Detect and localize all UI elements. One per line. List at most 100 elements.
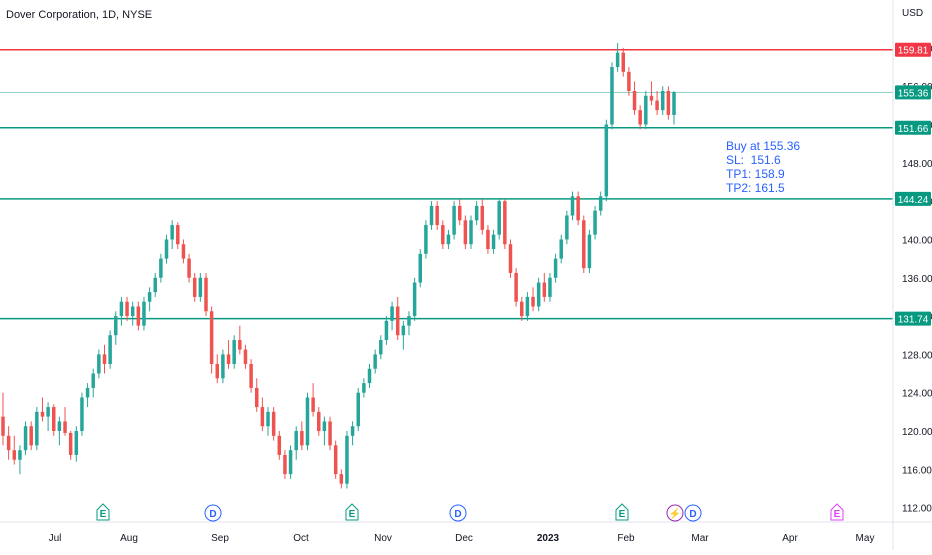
candle-body	[531, 296, 535, 307]
candle-body	[209, 311, 214, 364]
event-glyph: D	[454, 509, 461, 520]
candle-body	[649, 95, 654, 101]
candle-body	[480, 205, 485, 230]
candle-body	[615, 52, 620, 68]
lightning-icon	[666, 504, 684, 522]
candle-body	[254, 387, 259, 408]
candle-body	[429, 205, 434, 226]
candle-body	[644, 95, 648, 125]
event-glyph: D	[689, 509, 696, 520]
candle-body	[35, 411, 39, 446]
candle-body	[80, 397, 84, 432]
candle-body	[23, 426, 28, 451]
candle-body	[322, 421, 327, 432]
candle-body	[548, 277, 552, 297]
x-tick-label: May	[856, 533, 875, 544]
earnings-marker[interactable]: E	[96, 503, 110, 521]
candle-body	[29, 426, 33, 446]
dividend-icon	[449, 504, 467, 522]
candle-body	[328, 421, 332, 446]
candle-body	[6, 435, 11, 451]
candle-body	[68, 432, 73, 455]
candle-body	[74, 431, 79, 455]
dividend-marker[interactable]: D	[449, 504, 467, 522]
candle-body	[660, 90, 665, 111]
candle-body	[181, 244, 186, 259]
candle-body	[147, 292, 152, 302]
candle-body	[452, 205, 456, 235]
candle-body	[536, 282, 541, 307]
candle-body	[311, 397, 315, 412]
candle-body	[339, 474, 344, 484]
candle-body	[153, 277, 157, 293]
note-line: TP1: 158.9	[726, 167, 785, 181]
candle-body	[508, 244, 513, 273]
dividend-marker[interactable]: D	[204, 504, 222, 522]
candle-body	[441, 225, 445, 245]
candle-body	[176, 225, 180, 245]
candle-body	[12, 450, 17, 460]
note-line: Buy at 155.36	[726, 139, 801, 153]
candle-body	[407, 316, 411, 326]
candle-body	[401, 325, 406, 336]
candle-body	[435, 205, 439, 226]
candle-body	[119, 301, 124, 317]
candle-body	[46, 407, 50, 417]
dividend-marker[interactable]: D	[684, 504, 702, 522]
trade-note[interactable]: Buy at 155.36 SL: 151.6 TP1: 158.9 TP2: …	[726, 139, 800, 195]
candle-body	[424, 225, 428, 254]
y-tick-label: 116.00	[902, 465, 932, 476]
candle-body	[390, 306, 394, 321]
candle-body	[587, 234, 592, 269]
earnings-marker[interactable]: E	[615, 503, 629, 521]
candle-body	[666, 90, 671, 115]
candle-body	[503, 201, 507, 245]
x-tick-label: Aug	[120, 533, 138, 544]
candle-body	[446, 234, 451, 245]
x-tick-label: Sep	[211, 533, 229, 544]
x-tick-label: Nov	[374, 533, 392, 544]
candle-body	[627, 71, 631, 91]
candle-body	[159, 258, 163, 278]
candle-body	[232, 340, 236, 364]
candle-body	[283, 454, 287, 475]
candle-body	[379, 340, 383, 355]
candle-body	[565, 215, 569, 240]
candle-body	[136, 306, 141, 326]
candle-body	[85, 387, 90, 398]
y-tick-label: 120.00	[902, 427, 932, 438]
candle-body	[125, 301, 129, 317]
symbol-title[interactable]: Dover Corporation, 1D, NYSE	[6, 9, 153, 21]
candle-body	[576, 196, 580, 221]
level-price-label: 131.74	[898, 315, 929, 326]
x-tick-label: Oct	[293, 533, 309, 544]
event-glyph: ⚡	[669, 507, 681, 520]
earnings-icon	[615, 503, 629, 521]
candle-body	[525, 296, 530, 317]
x-tick-label: Apr	[782, 533, 798, 544]
x-tick-label: Jul	[49, 533, 62, 544]
candle-body	[463, 220, 468, 245]
candle-body	[384, 320, 389, 341]
y-tick-label: 124.00	[902, 389, 932, 400]
candle-body	[102, 354, 107, 364]
event-glyph: E	[100, 509, 107, 520]
candle-body	[271, 411, 276, 436]
dividend-icon	[684, 504, 702, 522]
earnings-marker[interactable]: E	[830, 503, 844, 521]
level-price-label: 151.66	[898, 124, 929, 135]
earnings-marker[interactable]: E	[345, 503, 359, 521]
level-price-badge	[895, 42, 931, 57]
dividend-icon	[204, 504, 222, 522]
split-marker[interactable]: ⚡	[666, 504, 684, 522]
candle-body	[317, 411, 321, 432]
last-price-badge	[895, 85, 931, 100]
event-markers[interactable]: E D E D E ⚡ D E	[96, 503, 844, 522]
candle-body	[373, 354, 377, 369]
candle-body	[288, 450, 293, 475]
level-price-badge	[895, 311, 931, 326]
horizontal-levels	[0, 48, 893, 320]
